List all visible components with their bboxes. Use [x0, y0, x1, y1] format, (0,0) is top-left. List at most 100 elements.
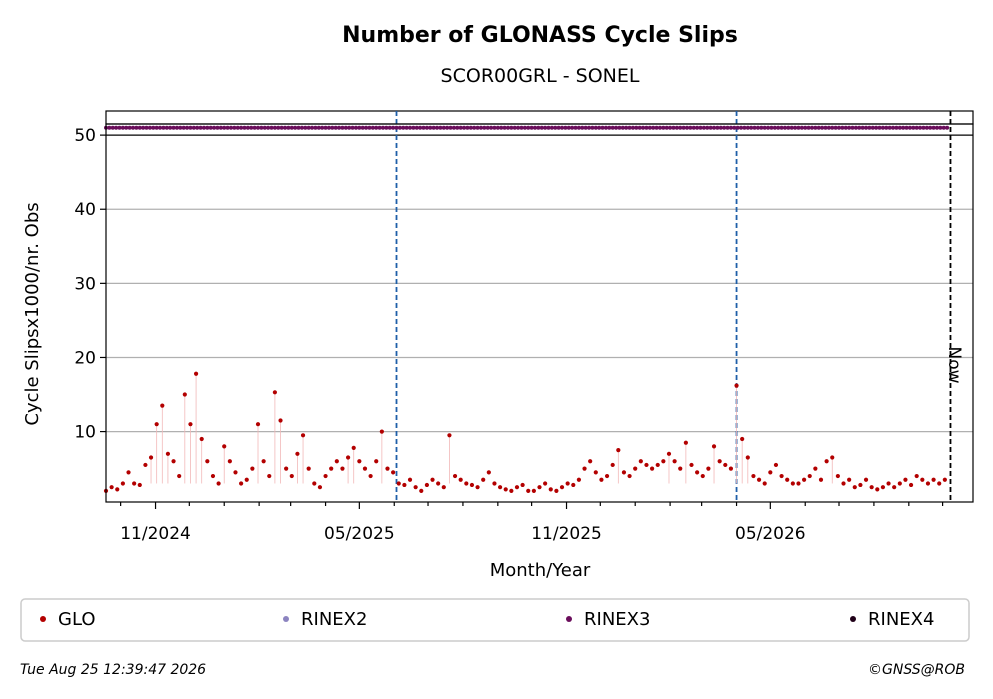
glo-point — [633, 466, 638, 471]
legend-marker-rinex2 — [283, 616, 289, 622]
rinex3-point — [539, 125, 544, 130]
rinex3-point — [411, 125, 416, 130]
rinex3-point — [752, 125, 757, 130]
rinex3-point — [894, 125, 899, 130]
glo-point — [351, 445, 356, 450]
rinex3-point — [499, 125, 504, 130]
glo-point — [244, 477, 249, 482]
rinex3-point — [823, 125, 828, 130]
glo-point — [796, 481, 801, 486]
y-tick-label-30: 30 — [74, 274, 96, 294]
rinex3-point — [708, 125, 713, 130]
glo-point — [734, 383, 739, 388]
glo-point — [599, 477, 604, 482]
glo-point — [621, 470, 627, 475]
rinex3-point — [661, 125, 666, 130]
glo-point — [813, 466, 818, 471]
rinex3-point — [337, 125, 342, 130]
glo-point — [255, 422, 261, 427]
rinex3-point — [762, 125, 767, 130]
glo-point — [115, 487, 120, 492]
rinex3-point — [343, 125, 348, 130]
glo-point — [695, 470, 700, 475]
rinex3-point — [340, 125, 345, 130]
rinex3-point — [796, 125, 801, 130]
glo-point — [227, 459, 232, 464]
rinex3-point — [394, 125, 399, 130]
glo-point — [300, 433, 306, 438]
glo-point — [233, 470, 238, 475]
rinex3-point — [830, 125, 835, 130]
glo-point — [210, 473, 216, 479]
rinex3-point — [245, 125, 250, 130]
x-axis-ticks: 11/2024 05/2025 11/2025 05/2026 — [120, 502, 944, 544]
glo-point — [880, 485, 886, 490]
rinex3-point — [931, 125, 936, 130]
rinex3-point — [208, 125, 213, 130]
glo-point — [886, 481, 891, 486]
rinex3-point — [110, 125, 115, 130]
glo-point — [914, 473, 919, 479]
rinex3-point — [188, 125, 193, 130]
rinex3-point — [228, 125, 233, 130]
glo-point — [706, 466, 711, 471]
rinex3-point — [478, 125, 483, 130]
glo-point — [312, 481, 317, 486]
rinex3-point — [789, 125, 794, 130]
chart-title: Number of GLONASS Cycle Slips — [342, 23, 738, 48]
rinex3-point — [891, 125, 896, 130]
rinex3-point — [320, 125, 325, 130]
rinex3-point — [509, 125, 514, 130]
glo-point — [790, 481, 795, 486]
glo-point — [565, 481, 570, 486]
rinex3-point — [745, 125, 750, 130]
rinex3-point — [256, 125, 261, 130]
rinex3-point — [347, 125, 352, 130]
rinex3-point — [772, 125, 777, 130]
rinex3-point — [134, 125, 139, 130]
rinex3-point — [316, 125, 321, 130]
y-tick-label-40: 40 — [74, 200, 96, 220]
glo-point — [137, 482, 142, 488]
y-axis-label: Cycle Slipsx1000/nr. Obs — [22, 202, 43, 425]
glo-point — [700, 473, 705, 479]
glo-point — [430, 477, 435, 482]
glo-point — [424, 482, 430, 488]
glo-point — [407, 477, 413, 482]
glo-point — [171, 459, 176, 464]
rinex3-point — [806, 125, 811, 130]
glo-point — [847, 477, 852, 482]
rinex3-point — [401, 125, 406, 130]
glo-point — [610, 462, 615, 468]
glo-point — [824, 459, 829, 464]
glo-point — [441, 485, 446, 490]
rinex3-point — [668, 125, 673, 130]
y-tick-label-50: 50 — [74, 126, 96, 146]
rinex3-point — [131, 125, 136, 130]
rinex3-point — [451, 125, 456, 130]
rinex3-point — [360, 125, 365, 130]
rinex3-point — [424, 125, 429, 130]
glo-point — [368, 473, 373, 479]
glo-point — [588, 459, 593, 464]
rinex3-point — [620, 125, 625, 130]
rinex3-point — [408, 125, 413, 130]
glo-point — [323, 473, 328, 479]
glo-point — [745, 455, 750, 460]
glo-point — [334, 459, 339, 464]
glo-point — [576, 477, 582, 482]
rinex3-point — [647, 125, 652, 130]
rinex3-point — [374, 125, 379, 130]
rinex3-point — [397, 125, 402, 130]
glo-point — [374, 459, 379, 464]
rinex3-point — [195, 125, 200, 130]
glo-point — [627, 473, 632, 479]
rinex3-point — [333, 125, 338, 130]
rinex3-point — [391, 125, 396, 130]
glo-point — [160, 403, 165, 408]
rinex3-point — [147, 125, 152, 130]
rinex3-point — [441, 125, 446, 130]
glo-point — [773, 462, 779, 468]
glo-point — [148, 455, 154, 460]
glo-point — [239, 481, 244, 486]
